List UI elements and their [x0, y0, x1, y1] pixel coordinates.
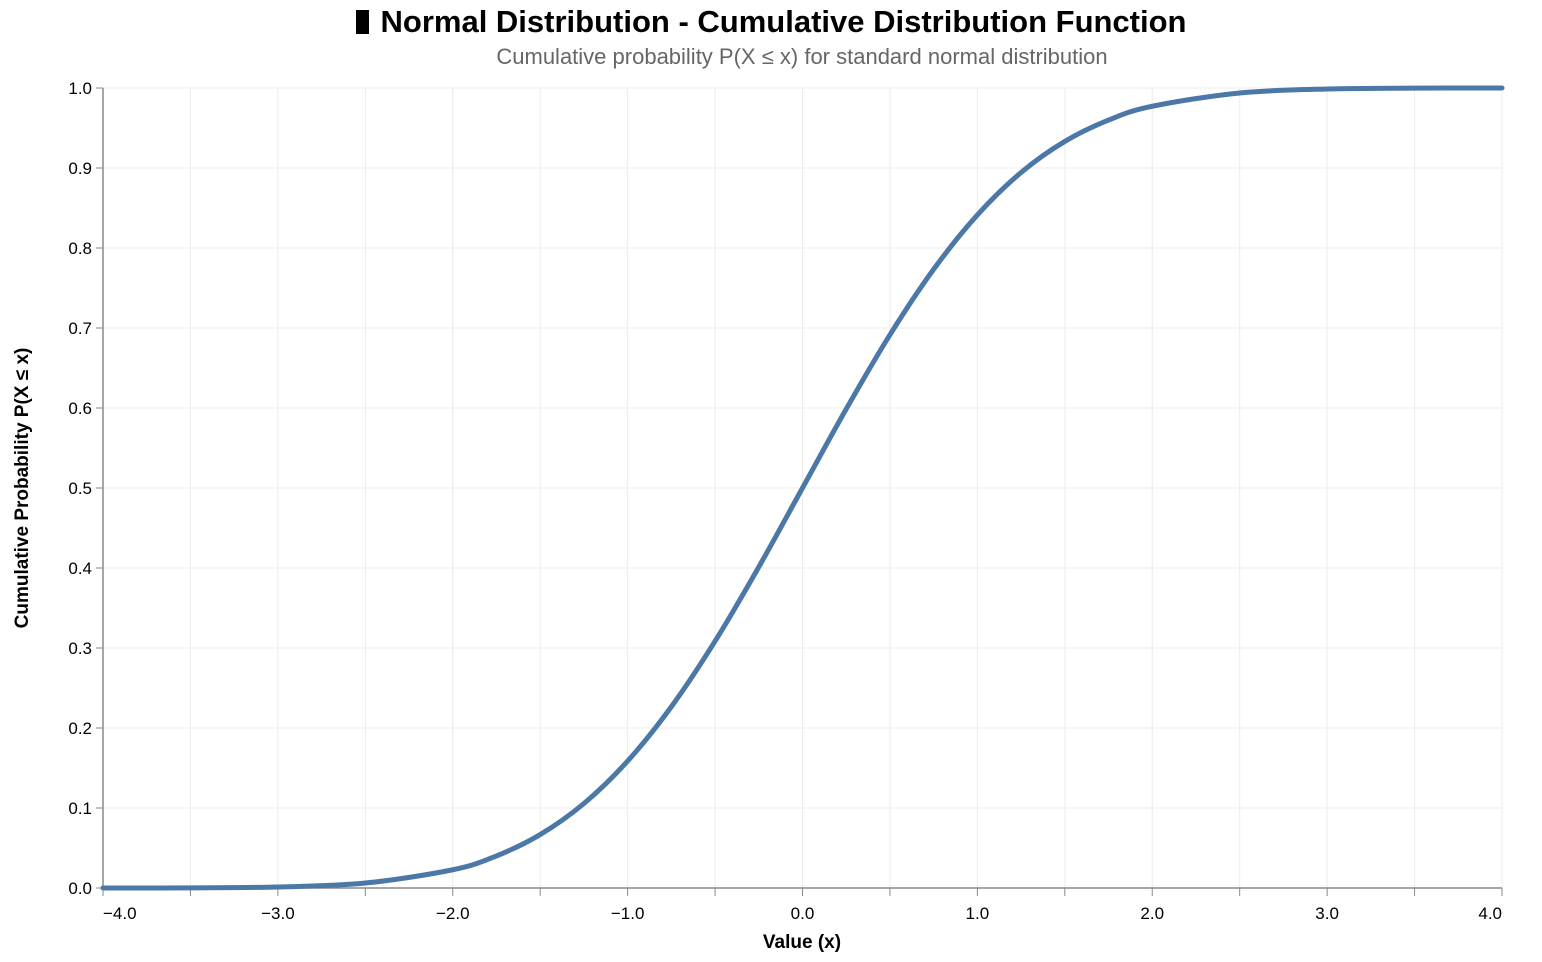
- axes: 0.0 0.1 0.2 0.3 0.4 0.5 0.6 0.7 0.8 0.9 1.0 −4.0 −3.…: [68, 79, 1503, 923]
- x-tick-label: 3.0: [1315, 904, 1339, 923]
- y-tick-label: 0.6: [68, 399, 92, 418]
- x-tick-label: 4.0: [1478, 904, 1502, 923]
- y-tick-label: 0.4: [68, 559, 92, 578]
- y-tick-label: 0.2: [68, 719, 92, 738]
- y-tick-label: 0.9: [68, 159, 92, 178]
- chart-title: Normal Distribution - Cumulative Distrib…: [0, 4, 1542, 40]
- y-tick-label: 0.5: [68, 479, 92, 498]
- x-axis-title: Value (x): [763, 932, 841, 953]
- x-tick-label: 2.0: [1140, 904, 1164, 923]
- series: [100, 85, 1505, 891]
- y-tick-label: 0.3: [68, 639, 92, 658]
- y-tick-label: 0.1: [68, 799, 92, 818]
- x-tick-label: −2.0: [436, 904, 470, 923]
- chart-subtitle: Cumulative probability P(X ≤ x) for stan…: [496, 44, 1108, 69]
- x-tick-label: −4.0: [103, 904, 137, 923]
- cdf-line: [100, 85, 1505, 891]
- y-tick-label: 0.0: [68, 879, 92, 898]
- chart-emoji-icon: [355, 10, 369, 34]
- y-axis-title: Cumulative Probability P(X ≤ x): [12, 348, 33, 629]
- y-tick-label: 1.0: [68, 79, 92, 98]
- y-tick-label: 0.8: [68, 239, 92, 258]
- x-tick-label: −1.0: [611, 904, 645, 923]
- x-tick-label: −3.0: [261, 904, 295, 923]
- x-tick-label: 1.0: [966, 904, 990, 923]
- x-tick-label: 0.0: [791, 904, 815, 923]
- y-tick-label: 0.7: [68, 319, 92, 338]
- chart-title-text: Normal Distribution - Cumulative Distrib…: [380, 4, 1187, 39]
